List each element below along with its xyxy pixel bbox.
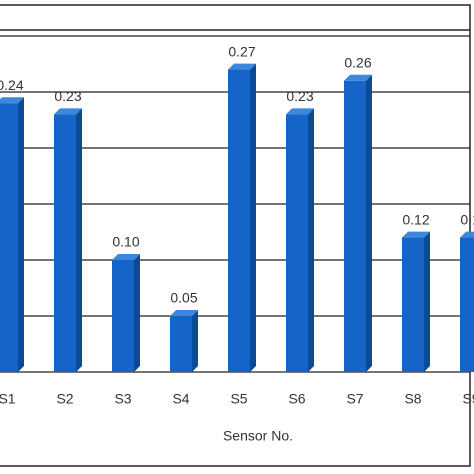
- bar: [170, 316, 192, 372]
- bar: [286, 114, 308, 373]
- bar-top: [112, 254, 140, 260]
- value-label: 0.23: [54, 88, 81, 104]
- bar-top: [170, 310, 198, 316]
- bar-top: [402, 231, 430, 238]
- bar-side: [76, 108, 82, 373]
- bar: [0, 103, 18, 372]
- bar: [228, 69, 250, 372]
- x-axis-label: Sensor No.: [223, 428, 293, 444]
- value-label: 0.27: [228, 43, 255, 59]
- bar-side: [192, 310, 198, 372]
- bar-side: [366, 74, 372, 373]
- bar-side: [134, 254, 140, 372]
- bar-top: [54, 108, 82, 115]
- bar-side: [308, 108, 314, 373]
- bar-side: [250, 63, 256, 372]
- bar-top: [228, 63, 256, 70]
- bar: [460, 237, 474, 372]
- x-tick-label: S7: [346, 391, 363, 407]
- x-tick-label: S4: [172, 391, 189, 407]
- x-tick-label: S9: [462, 391, 474, 407]
- x-tick-label: S8: [404, 391, 421, 407]
- value-label: 0.12: [460, 211, 474, 227]
- value-label: 0.10: [112, 234, 139, 250]
- bar-side: [424, 231, 430, 372]
- value-label: 0.12: [402, 211, 429, 227]
- bar-top: [0, 97, 24, 104]
- value-label: 0.26: [344, 55, 371, 71]
- bar-top: [344, 74, 372, 81]
- bar: [402, 237, 424, 372]
- bar: [112, 260, 134, 372]
- bar: [54, 114, 76, 373]
- bar-top: [460, 231, 474, 238]
- bar-side: [18, 97, 24, 372]
- x-tick-label: S6: [288, 391, 305, 407]
- value-label: 0.24: [0, 77, 24, 93]
- bar: [344, 80, 366, 373]
- value-label: 0.05: [170, 290, 197, 306]
- bar-top: [286, 108, 314, 115]
- x-tick-label: S3: [114, 391, 131, 407]
- x-tick-label: S5: [230, 391, 247, 407]
- x-tick-label: S2: [56, 391, 73, 407]
- x-tick-label: S1: [0, 391, 16, 407]
- value-label: 0.23: [286, 88, 313, 104]
